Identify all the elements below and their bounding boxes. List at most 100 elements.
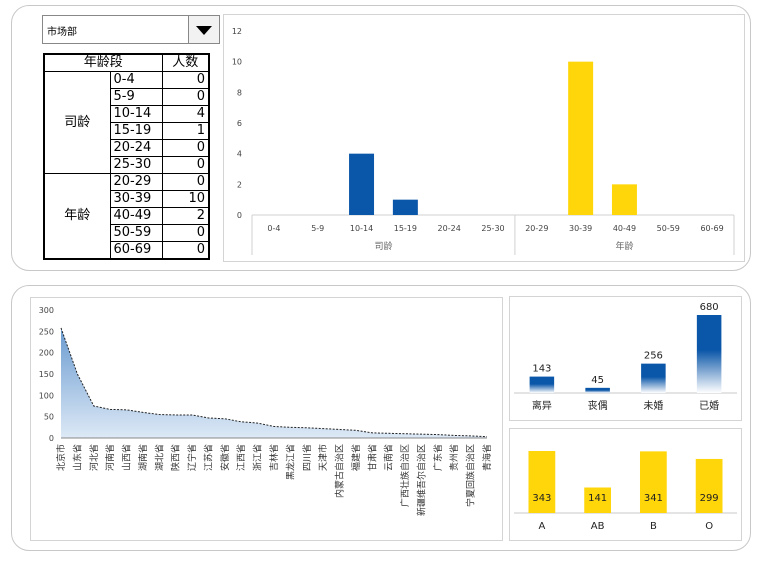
x-tick-label: 云南省 — [383, 444, 395, 471]
x-tick-label: 安徽省 — [219, 444, 231, 471]
x-tick-label: 北京市 — [55, 444, 67, 471]
x-tick-label: 甘肃省 — [366, 444, 378, 471]
x-tick-label: 20-29 — [525, 224, 548, 233]
table-range-cell: 20-24 — [109, 139, 163, 157]
table-count-cell: 0 — [161, 71, 210, 89]
area-fill — [61, 327, 487, 438]
bar — [585, 387, 610, 393]
blood-bar-chart: 343 A 141 AB 341 B 299 O — [514, 451, 737, 532]
x-tick-label: 黑龙江省 — [284, 444, 296, 480]
y-tick-label: 50 — [44, 413, 54, 422]
data-label: 341 — [644, 493, 663, 504]
age-table: 年龄段 人数 司龄 0-4 0 5-9 0 10-14 4 15-19 1 20-24… — [43, 53, 210, 260]
age-range-header: 年龄段 — [43, 53, 163, 72]
data-label: 256 — [644, 351, 663, 362]
table-range-cell: 20-29 — [109, 173, 163, 191]
data-label: 299 — [700, 493, 719, 504]
data-label: 143 — [532, 364, 551, 375]
y-tick-label: 150 — [39, 370, 54, 379]
x-tick-label: O — [705, 521, 713, 532]
x-tick-label: 江苏省 — [202, 444, 214, 471]
data-label: 45 — [591, 375, 604, 386]
marital-bar-chart: 143 离异 45 丧偶 256 未婚 680 已婚 — [514, 302, 737, 412]
bar — [392, 199, 418, 215]
y-tick-label: 200 — [39, 349, 54, 358]
data-label: 141 — [588, 493, 607, 504]
table-count-cell: 10 — [161, 190, 210, 208]
table-range-cell: 10-14 — [109, 105, 163, 123]
table-count-cell: 0 — [161, 173, 210, 191]
x-tick-label: 广西壮族自治区 — [399, 444, 411, 507]
x-tick-label: 陕西省 — [170, 444, 182, 471]
x-tick-label: 15-19 — [394, 224, 417, 233]
bar — [349, 153, 375, 215]
blood-chart-box: 343 A 141 AB 341 B 299 O — [509, 428, 742, 541]
x-tick-label: 广东省 — [432, 444, 444, 471]
table-range-cell: 60-69 — [109, 241, 163, 260]
table-range-cell: 25-30 — [109, 156, 163, 174]
x-tick-label: 山西省 — [121, 444, 133, 471]
table-range-cell: 0-4 — [109, 71, 163, 89]
x-tick-label: 离异 — [532, 399, 552, 412]
department-dropdown[interactable]: 市场部 — [42, 15, 220, 44]
table-range-cell: 50-59 — [109, 224, 163, 242]
group-seniority: 司龄 — [43, 71, 111, 174]
bar — [568, 61, 594, 215]
x-tick-label: 0-4 — [267, 224, 280, 233]
x-tick-label: AB — [591, 521, 605, 532]
table-count-cell: 0 — [161, 224, 210, 242]
x-tick-label: 辽宁省 — [186, 444, 198, 471]
x-tick-label: 河北省 — [88, 444, 100, 471]
x-tick-label: 40-49 — [613, 224, 636, 233]
table-range-cell: 15-19 — [109, 122, 163, 140]
x-tick-label: 贵州省 — [448, 444, 460, 471]
table-count-cell: 0 — [161, 156, 210, 174]
x-tick-label: 20-24 — [438, 224, 461, 233]
x-tick-label: 河南省 — [104, 444, 116, 471]
x-tick-label: 湖北省 — [153, 444, 165, 471]
y-tick-label: 0 — [237, 211, 242, 220]
group-label: 司龄 — [374, 240, 392, 252]
x-tick-label: 已婚 — [699, 399, 719, 412]
age-chart-box: 0 2 4 6 8 10 12 0-4 5-9 10-14 15-19 20-24 25-30 司龄 20-… — [223, 14, 745, 262]
y-tick-label: 300 — [39, 306, 54, 315]
age-bar-chart: 0 2 4 6 8 10 12 0-4 5-9 10-14 15-19 20-24 25-30 司龄 20-… — [232, 27, 735, 255]
x-tick-label: 青海省 — [481, 444, 493, 471]
marital-chart-box: 143 离异 45 丧偶 256 未婚 680 已婚 — [509, 296, 742, 421]
bar — [696, 315, 722, 393]
y-tick-label: 100 — [39, 391, 54, 400]
group-label: 年龄 — [615, 240, 633, 252]
dropdown-arrow-icon[interactable] — [188, 16, 219, 43]
bar — [528, 451, 556, 513]
x-tick-label: 10-14 — [350, 224, 373, 233]
data-label: 343 — [532, 493, 551, 504]
x-tick-label: A — [538, 521, 545, 532]
x-tick-label: 江西省 — [235, 444, 247, 471]
table-count-cell: 2 — [161, 207, 210, 225]
table-count-cell: 0 — [161, 88, 210, 106]
bar — [639, 451, 667, 513]
x-tick-label: 30-39 — [569, 224, 592, 233]
table-count-cell: 4 — [161, 105, 210, 123]
y-tick-label: 250 — [39, 327, 54, 336]
bar — [529, 376, 555, 393]
x-tick-label: 50-59 — [657, 224, 680, 233]
x-tick-label: 湖南省 — [137, 444, 149, 471]
province-area-chart: 0 50 100 150 200 250 300 北京市 山东省 河北省 河南省 山西省 湖南省 湖北省陕… — [39, 306, 493, 516]
y-tick-label: 8 — [237, 88, 242, 97]
y-tick-label: 6 — [237, 119, 242, 128]
x-tick-label: B — [650, 521, 657, 532]
bar — [695, 458, 723, 513]
table-count-cell: 1 — [161, 122, 210, 140]
y-tick-label: 4 — [237, 150, 242, 159]
y-tick-label: 0 — [49, 434, 54, 443]
count-header: 人数 — [161, 53, 210, 72]
x-tick-label: 新疆维吾尔自治区 — [415, 444, 427, 516]
area-line — [60, 327, 488, 438]
x-tick-label: 吉林省 — [268, 444, 280, 471]
bar — [584, 487, 612, 513]
x-tick-label: 天津市 — [317, 444, 329, 471]
y-tick-label: 2 — [237, 180, 242, 189]
x-tick-label: 丧偶 — [588, 399, 608, 412]
x-tick-label: 宁夏回族自治区 — [465, 444, 477, 507]
